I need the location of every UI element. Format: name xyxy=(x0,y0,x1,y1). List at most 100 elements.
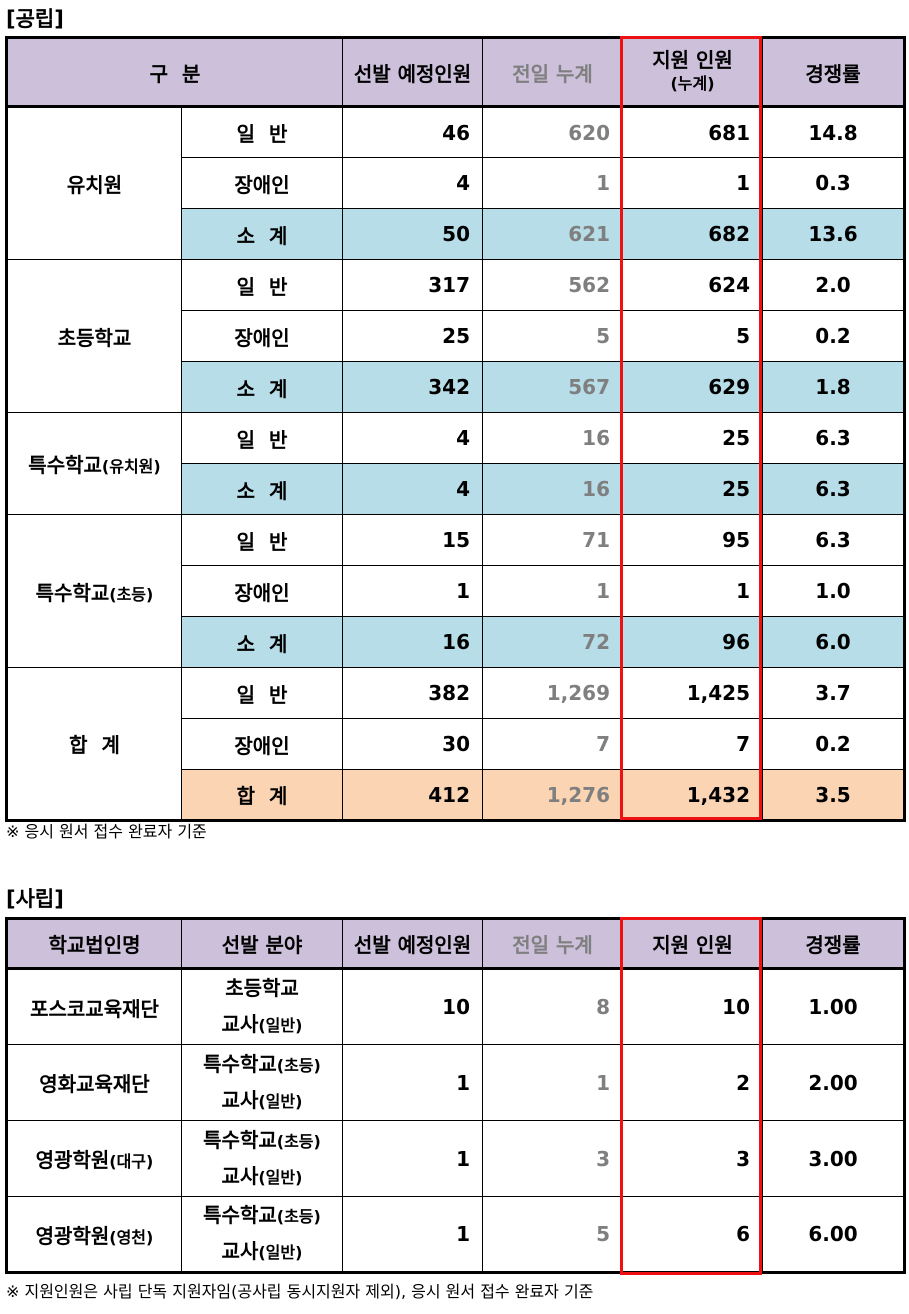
public-section-title: [공립] xyxy=(6,7,64,31)
planned-value: 4 xyxy=(342,157,484,209)
rate-value: 3.5 xyxy=(762,769,907,822)
header-prev-total: 전일 누계 xyxy=(482,36,624,108)
group-name-suffix: (유치원) xyxy=(101,457,161,476)
rate-value: 14.8 xyxy=(762,106,907,158)
group-name-cell: 유치원 xyxy=(5,106,182,260)
field-role-suffix: (일반) xyxy=(258,1243,303,1262)
applicants-value: 1 xyxy=(622,157,764,209)
private-applicants-table: 학교법인명 선발 분야 선발 예정인원 전일 누계 지원 인원 경쟁률 포스코교… xyxy=(5,917,906,1274)
group-name-cell: 합 계 xyxy=(5,667,182,822)
rate-value: 3.7 xyxy=(762,667,907,719)
row-label: 소 계 xyxy=(180,616,344,668)
planned-value: 4 xyxy=(342,412,484,464)
field-school-suffix: (초등) xyxy=(276,1207,321,1226)
corp-name: 영화교육재단 xyxy=(39,1072,150,1096)
applicants-value: 1 xyxy=(622,565,764,617)
row-label: 일 반 xyxy=(180,259,344,311)
corp-name-cell: 영광학원(영천) xyxy=(5,1196,182,1274)
applicants-value: 5 xyxy=(622,310,764,362)
group-name: 특수학교 xyxy=(35,580,110,605)
prev-total-value: 620 xyxy=(482,106,624,158)
field-line: 교사(일반) xyxy=(183,1234,342,1270)
header-applicants-sub: (누계) xyxy=(670,74,715,93)
row-label: 장애인 xyxy=(180,718,344,770)
rate-value: 6.00 xyxy=(762,1196,906,1274)
field-school: 특수학교 xyxy=(203,1051,277,1076)
table-row: 소 계 16 72 96 6.0 xyxy=(7,616,907,668)
field-line: 교사(일반) xyxy=(183,1083,342,1119)
private-footnote: ※ 지원인원은 사립 단독 지원자임(공사립 동시지원자 제외), 응시 원서 … xyxy=(6,1282,594,1301)
prev-total-value: 1 xyxy=(482,565,624,617)
table-row: 유치원 일 반 46 620 681 14.8 xyxy=(5,106,907,260)
prev-total-value: 16 xyxy=(482,463,624,515)
header-rate: 경쟁률 xyxy=(762,917,906,970)
corp-name-cell: 영광학원(대구) xyxy=(5,1120,182,1197)
planned-value: 342 xyxy=(342,361,484,413)
field-role-suffix: (일반) xyxy=(258,1016,303,1035)
field-line: 특수학교(초등) xyxy=(183,1198,342,1234)
corp-name: 영광학원 xyxy=(35,1223,110,1248)
prev-total-value: 1,269 xyxy=(482,667,624,719)
table-row: 영화교육재단 특수학교(초등) 교사(일반) 1 1 2 2.00 xyxy=(5,1044,906,1121)
field-school-suffix: (초등) xyxy=(276,1131,321,1151)
prev-total-value: 72 xyxy=(482,616,624,668)
planned-value: 46 xyxy=(342,106,484,158)
field-line: 특수학교(초등) xyxy=(183,1047,342,1083)
field-cell: 특수학교(초등) 교사(일반) xyxy=(181,1120,343,1197)
rate-value: 0.2 xyxy=(762,718,907,770)
prev-total-value: 5 xyxy=(482,1196,623,1274)
public-footnote: ※ 응시 원서 접수 완료자 기준 xyxy=(6,822,207,841)
private-section-title: [사립] xyxy=(6,887,64,911)
field-role: 교사 xyxy=(221,1087,259,1112)
row-label: 소 계 xyxy=(180,463,344,515)
applicants-value: 10 xyxy=(622,968,763,1045)
field-line: 교사(일반) xyxy=(183,1007,342,1043)
rate-value: 0.3 xyxy=(762,157,907,209)
table-row: 합 계 일 반 382 1,269 1,425 3.7 xyxy=(5,667,907,822)
planned-value: 4 xyxy=(342,463,484,515)
rate-value: 2.00 xyxy=(762,1044,906,1121)
applicants-value: 25 xyxy=(622,463,764,515)
table-row: 특수학교(유치원) 일 반 4 16 25 6.3 xyxy=(5,412,907,515)
rate-value: 6.3 xyxy=(762,463,907,515)
field-role-suffix: (일반) xyxy=(258,1091,303,1111)
field-role: 교사 xyxy=(221,1012,259,1036)
field-line: 교사(일반) xyxy=(183,1159,342,1195)
corp-name-suffix: (영천) xyxy=(109,1227,154,1247)
row-label: 일 반 xyxy=(180,514,344,566)
row-label: 소 계 xyxy=(180,208,344,260)
row-label: 장애인 xyxy=(180,310,344,362)
table-row: 소 계 4 16 25 6.3 xyxy=(7,463,907,515)
rate-value: 3.00 xyxy=(762,1120,906,1197)
header-applicants: 지원 인원 (누계) xyxy=(622,36,764,108)
prev-total-value: 1,276 xyxy=(482,769,624,822)
private-header-row: 학교법인명 선발 분야 선발 예정인원 전일 누계 지원 인원 경쟁률 xyxy=(5,917,906,970)
planned-value: 1 xyxy=(342,1120,483,1197)
public-header-row: 구 분 선발 예정인원 전일 누계 지원 인원 (누계) 경쟁률 xyxy=(4,36,907,108)
prev-total-value: 1 xyxy=(482,157,624,209)
applicants-value: 3 xyxy=(622,1120,763,1197)
prev-total-value: 562 xyxy=(482,259,624,311)
planned-value: 30 xyxy=(342,718,484,770)
applicants-value: 1,425 xyxy=(622,667,764,719)
table-row: 초등학교 일 반 317 562 624 2.0 xyxy=(5,259,907,413)
field-line: 특수학교(초등) xyxy=(183,1123,342,1159)
corp-name: 포스코교육재단 xyxy=(30,996,159,1021)
group-name: 특수학교 xyxy=(28,453,102,477)
planned-value: 412 xyxy=(342,769,484,822)
table-row: 영광학원(대구) 특수학교(초등) 교사(일반) 1 3 3 3.00 xyxy=(5,1120,906,1197)
table-row: 장애인 30 7 7 0.2 xyxy=(7,718,907,770)
field-cell: 초등학교 교사(일반) xyxy=(181,968,343,1045)
planned-value: 1 xyxy=(342,1044,483,1121)
rate-value: 2.0 xyxy=(762,259,907,311)
applicants-value: 7 xyxy=(622,718,764,770)
table-row: 영광학원(영천) 특수학교(초등) 교사(일반) 1 5 6 6.00 xyxy=(5,1196,906,1274)
applicants-value: 682 xyxy=(622,208,764,260)
corp-name: 영광학원 xyxy=(35,1148,110,1172)
applicants-value: 1,432 xyxy=(622,769,764,822)
rate-value: 6.3 xyxy=(762,514,907,566)
applicants-value: 95 xyxy=(622,514,764,566)
group-name-suffix: (초등) xyxy=(109,584,154,604)
applicants-value: 96 xyxy=(622,616,764,668)
